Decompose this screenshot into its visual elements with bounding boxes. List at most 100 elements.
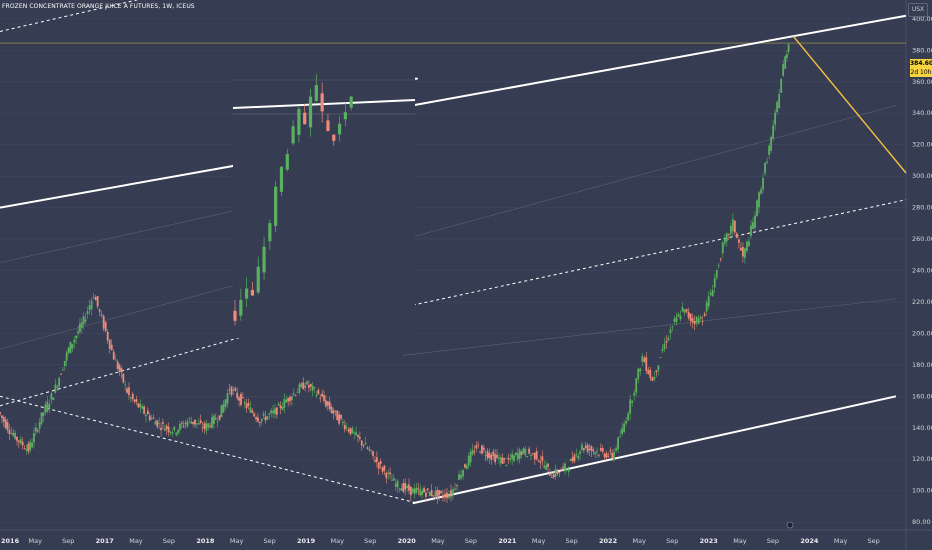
candle-body — [516, 453, 519, 460]
candle-body — [719, 258, 722, 260]
inset-candle-body — [320, 93, 324, 112]
candle-body — [104, 321, 107, 332]
y-tick-label: 140.00 — [912, 424, 932, 432]
channel-guide-line — [402, 298, 896, 356]
candle-body — [162, 422, 164, 424]
candle-body — [617, 437, 619, 450]
bar-countdown: 2d 10h — [910, 69, 932, 76]
candle-body — [139, 404, 142, 408]
candle-body — [499, 457, 502, 464]
candle-body — [430, 490, 433, 496]
candle-body — [108, 339, 111, 349]
channel-guide-line — [0, 105, 897, 350]
candle-body — [548, 473, 551, 476]
candle-body — [594, 452, 597, 455]
current-price-tag: 384.60 2d 10h — [910, 59, 932, 77]
candle-body — [328, 401, 331, 410]
candle-body — [415, 487, 418, 493]
candle-body — [281, 406, 284, 410]
x-tick-label: Sep — [263, 537, 275, 545]
candle-body — [737, 239, 740, 243]
candle-body — [426, 488, 429, 490]
x-tick-label: Sep — [62, 537, 74, 545]
candle-body — [667, 337, 670, 341]
candle-body — [31, 442, 33, 448]
x-tick-label: Sep — [666, 537, 678, 545]
candle-body — [458, 474, 460, 480]
candle-body — [102, 316, 105, 329]
candle-body — [94, 296, 97, 301]
candle-body — [194, 419, 196, 425]
candle-body — [351, 428, 354, 434]
candle-body — [605, 452, 608, 458]
candle-body — [258, 421, 261, 424]
candle-body — [477, 444, 480, 446]
candle-body — [240, 394, 242, 405]
x-tick-label: 2018 — [196, 537, 215, 545]
candle-body — [645, 357, 648, 371]
candle-body — [673, 318, 676, 322]
candle-body — [586, 444, 589, 452]
candle-body — [462, 470, 464, 477]
candle-body — [275, 407, 278, 415]
candle-body — [52, 397, 55, 401]
candle-body — [482, 447, 485, 450]
candle-body — [637, 368, 640, 380]
candle-body — [627, 413, 630, 421]
currency-badge[interactable]: USX — [908, 3, 928, 17]
candle-body — [394, 483, 397, 487]
inset-panel — [233, 70, 415, 338]
candle-body — [317, 389, 320, 395]
candle-body — [522, 448, 525, 454]
candle-body — [79, 323, 81, 332]
inset-candle-body — [326, 120, 330, 132]
y-tick-label: 320.00 — [912, 141, 932, 149]
candle-body — [306, 381, 308, 385]
candle-body — [152, 417, 155, 419]
candle-body — [746, 241, 748, 251]
candle-body — [209, 425, 212, 427]
candle-body — [685, 308, 688, 312]
candle-body — [452, 489, 454, 495]
candle-body — [541, 456, 544, 461]
candle-body — [154, 421, 157, 425]
x-tick-label: 2016 — [1, 537, 20, 545]
candle-body — [552, 474, 555, 478]
candle-body — [325, 400, 327, 407]
candle-body — [362, 445, 365, 447]
candle-body — [389, 472, 391, 475]
inset-candle-body — [291, 126, 295, 144]
x-tick-label: 2020 — [398, 537, 417, 545]
candle-body — [742, 246, 744, 257]
candle-body — [657, 365, 660, 371]
candle-body — [114, 359, 117, 361]
dashed-trendline — [0, 395, 418, 504]
candle-body — [23, 447, 26, 449]
candle-body — [207, 423, 210, 428]
candle-body — [345, 426, 348, 428]
candle-body — [475, 445, 478, 449]
dashed-trendline — [0, 0, 139, 32]
candle-body — [411, 488, 414, 494]
candle-body — [709, 292, 712, 296]
candle-body — [764, 162, 766, 174]
candle-body — [505, 465, 508, 466]
candle-body — [326, 401, 329, 406]
candle-body — [347, 429, 350, 432]
inset-candle-body — [303, 112, 307, 125]
candle-body — [332, 410, 335, 414]
candle-body — [481, 445, 483, 454]
candle-body — [619, 436, 622, 438]
candle-body — [727, 234, 730, 235]
candle-body — [260, 418, 263, 422]
candle-body — [785, 54, 788, 58]
candle-body — [308, 385, 310, 388]
candle-body — [197, 422, 200, 425]
candle-body — [428, 492, 431, 496]
candle-body — [609, 450, 612, 452]
candle-body — [530, 455, 532, 457]
candle-body — [567, 468, 570, 472]
candle-body — [17, 440, 20, 443]
